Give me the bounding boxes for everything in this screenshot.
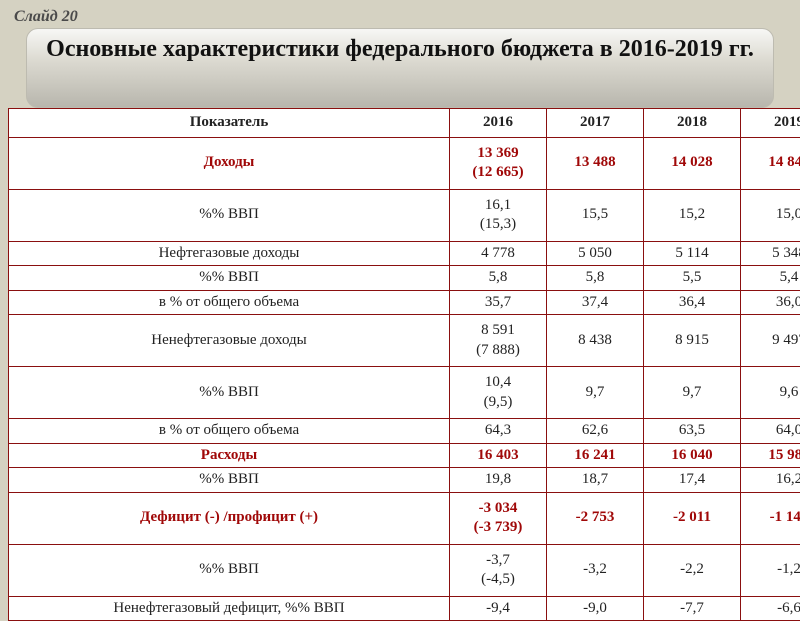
budget-table: Показатель 2016 2017 2018 2019 Доходы13 … <box>8 108 800 621</box>
table-cell: 4 778 <box>450 241 547 266</box>
table-row: Расходы16 40316 24116 04015 987 <box>9 443 800 468</box>
table-row: Доходы13 369(12 665)13 48814 02814 845 <box>9 137 800 189</box>
row-label: Доходы <box>9 137 450 189</box>
table-cell: -2 753 <box>547 492 644 544</box>
table-cell: 17,4 <box>644 468 741 493</box>
table-row: %% ВВП16,1(15,3)15,515,215,0 <box>9 189 800 241</box>
title-container: Основные характеристики федерального бюд… <box>26 28 774 108</box>
table-cell: 15,0 <box>741 189 800 241</box>
row-label: %% ВВП <box>9 189 450 241</box>
row-label: %% ВВП <box>9 544 450 596</box>
table-body: Доходы13 369(12 665)13 48814 02814 845%%… <box>9 137 800 621</box>
table-row: в % от общего объема64,362,663,564,0 <box>9 419 800 444</box>
row-label: Нефтегазовые доходы <box>9 241 450 266</box>
table-cell: 9,7 <box>644 367 741 419</box>
table-row: %% ВВП5,85,85,55,4 <box>9 266 800 291</box>
table-cell: -2,2 <box>644 544 741 596</box>
table-cell: 15,5 <box>547 189 644 241</box>
row-label: %% ВВП <box>9 468 450 493</box>
table-cell: 36,0 <box>741 290 800 315</box>
table-row: %% ВВП19,818,717,416,2 <box>9 468 800 493</box>
table-cell: -3,2 <box>547 544 644 596</box>
col-header-2016: 2016 <box>450 109 547 138</box>
row-label: Дефицит (-) /профицит (+) <box>9 492 450 544</box>
slide-label: Слайд 20 <box>14 8 78 26</box>
table-cell: 16 040 <box>644 443 741 468</box>
table-cell: 5,5 <box>644 266 741 291</box>
col-header-indicator: Показатель <box>9 109 450 138</box>
table-cell: 16,2 <box>741 468 800 493</box>
table-cell: 63,5 <box>644 419 741 444</box>
table-row: %% ВВП10,4(9,5)9,79,79,6 <box>9 367 800 419</box>
table-cell: 18,7 <box>547 468 644 493</box>
row-label: Расходы <box>9 443 450 468</box>
table-cell: 14 028 <box>644 137 741 189</box>
table-cell: 5,4 <box>741 266 800 291</box>
table-cell: 8 915 <box>644 315 741 367</box>
col-header-2019: 2019 <box>741 109 800 138</box>
table-cell: -3 034(-3 739) <box>450 492 547 544</box>
table-cell: 35,7 <box>450 290 547 315</box>
row-label: %% ВВП <box>9 367 450 419</box>
budget-table-wrap: Показатель 2016 2017 2018 2019 Доходы13 … <box>8 108 792 621</box>
table-cell: -2 011 <box>644 492 741 544</box>
row-label: в % от общего объема <box>9 290 450 315</box>
table-row: Ненефтегазовые доходы8 591(7 888)8 4388 … <box>9 315 800 367</box>
table-cell: 62,6 <box>547 419 644 444</box>
table-cell: 5,8 <box>547 266 644 291</box>
table-cell: 8 438 <box>547 315 644 367</box>
table-cell: 37,4 <box>547 290 644 315</box>
table-cell: 10,4(9,5) <box>450 367 547 419</box>
table-cell: 5 348 <box>741 241 800 266</box>
table-cell: 16 241 <box>547 443 644 468</box>
page-title: Основные характеристики федерального бюд… <box>46 35 754 64</box>
table-cell: -1 142 <box>741 492 800 544</box>
table-cell: 9,7 <box>547 367 644 419</box>
row-label: Ненефтегазовые доходы <box>9 315 450 367</box>
table-cell: 13 488 <box>547 137 644 189</box>
table-cell: 14 845 <box>741 137 800 189</box>
table-cell: 5 050 <box>547 241 644 266</box>
table-header-row: Показатель 2016 2017 2018 2019 <box>9 109 800 138</box>
table-cell: -3,7(-4,5) <box>450 544 547 596</box>
table-cell: 13 369(12 665) <box>450 137 547 189</box>
table-cell: 36,4 <box>644 290 741 315</box>
col-header-2017: 2017 <box>547 109 644 138</box>
table-cell: 5 114 <box>644 241 741 266</box>
table-cell: 19,8 <box>450 468 547 493</box>
table-cell: 8 591(7 888) <box>450 315 547 367</box>
table-cell: 64,0 <box>741 419 800 444</box>
table-cell: 15,2 <box>644 189 741 241</box>
row-label: %% ВВП <box>9 266 450 291</box>
table-row: в % от общего объема35,737,436,436,0 <box>9 290 800 315</box>
table-cell: 9,6 <box>741 367 800 419</box>
table-cell: 5,8 <box>450 266 547 291</box>
table-row: Нефтегазовые доходы4 7785 0505 1145 348 <box>9 241 800 266</box>
table-cell: 15 987 <box>741 443 800 468</box>
table-cell: 16 403 <box>450 443 547 468</box>
table-cell: 9 497 <box>741 315 800 367</box>
table-cell: -1,2 <box>741 544 800 596</box>
row-label: в % от общего объема <box>9 419 450 444</box>
table-row: Дефицит (-) /профицит (+)-3 034(-3 739)-… <box>9 492 800 544</box>
col-header-2018: 2018 <box>644 109 741 138</box>
table-cell: 16,1(15,3) <box>450 189 547 241</box>
table-row: %% ВВП-3,7(-4,5)-3,2-2,2-1,2 <box>9 544 800 596</box>
table-cell: 64,3 <box>450 419 547 444</box>
